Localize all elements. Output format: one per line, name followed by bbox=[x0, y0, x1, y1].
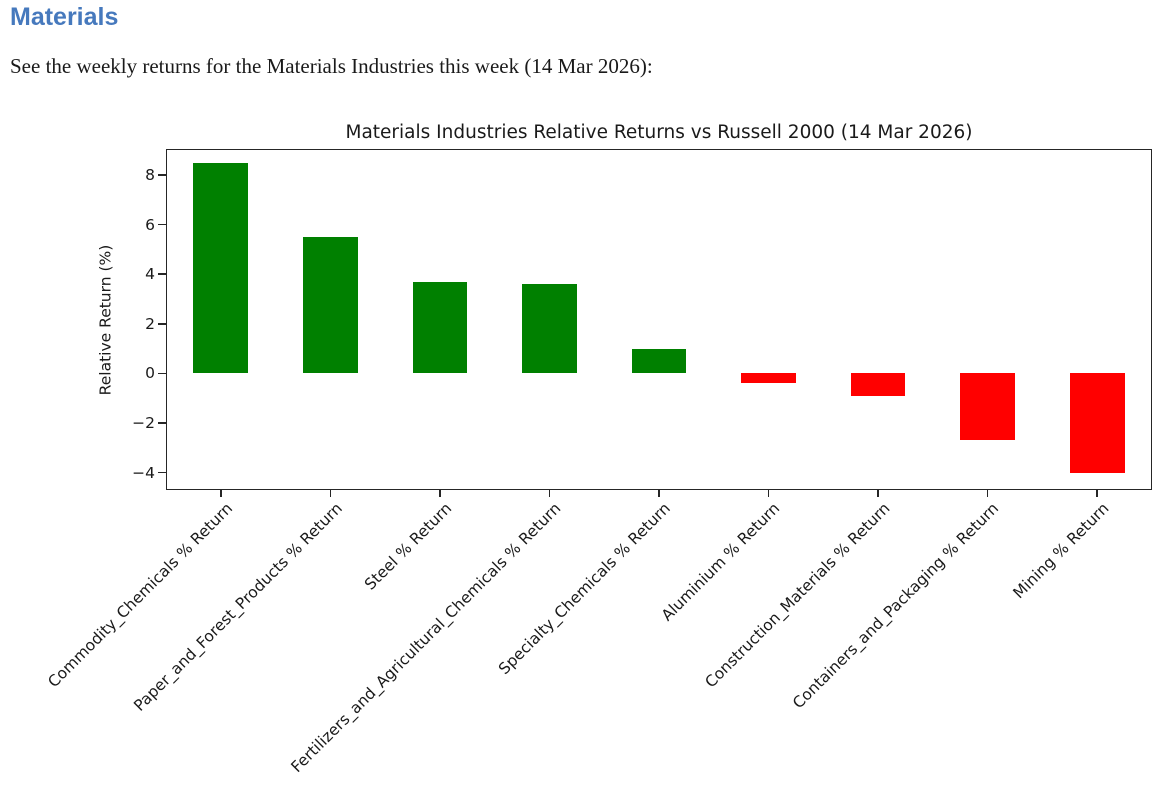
y-tick-mark bbox=[158, 273, 166, 275]
y-tick-mark bbox=[158, 223, 166, 226]
x-tick-mark bbox=[220, 490, 222, 497]
x-tick-mark bbox=[1096, 490, 1098, 497]
y-tick-mark bbox=[158, 471, 166, 474]
x-tick-label: Containers_and_Packaging % Return bbox=[789, 499, 1003, 713]
bar bbox=[302, 237, 358, 374]
x-tick-mark bbox=[439, 490, 441, 497]
bar bbox=[631, 348, 687, 374]
x-tick-mark bbox=[877, 490, 879, 497]
x-tick-label: Steel % Return bbox=[360, 499, 455, 594]
bar bbox=[960, 373, 1016, 441]
x-tick-mark bbox=[767, 490, 770, 497]
chart-title: Materials Industries Relative Returns vs… bbox=[345, 122, 973, 143]
bar bbox=[412, 281, 468, 374]
x-tick-mark bbox=[548, 490, 551, 497]
x-tick-label: Aluminium % Return bbox=[658, 499, 784, 625]
bar bbox=[850, 373, 906, 396]
bar bbox=[741, 373, 796, 384]
x-tick-mark bbox=[329, 490, 332, 497]
x-tick-label: Mining % Return bbox=[1009, 499, 1113, 603]
x-tick-label: Commodity_Chemicals % Return bbox=[44, 499, 236, 692]
y-tick-label: 0 bbox=[145, 364, 155, 383]
x-tick-mark bbox=[658, 490, 660, 497]
bar bbox=[1069, 373, 1125, 473]
x-tick-label: Construction_Materials % Return bbox=[701, 499, 894, 692]
y-tick-mark bbox=[158, 323, 166, 325]
y-tick-label: 6 bbox=[145, 215, 155, 234]
y-tick-label: −2 bbox=[132, 414, 155, 433]
bar bbox=[522, 284, 577, 374]
y-tick-mark bbox=[158, 174, 166, 176]
page-title: Materials bbox=[10, 3, 119, 31]
y-tick-label: 2 bbox=[145, 314, 155, 333]
intro-text: See the weekly returns for the Materials… bbox=[10, 54, 653, 78]
y-tick-label: −4 bbox=[132, 463, 155, 482]
x-tick-mark bbox=[986, 490, 989, 497]
y-tick-label: 8 bbox=[145, 166, 155, 185]
bar bbox=[193, 162, 249, 374]
y-tick-mark bbox=[158, 372, 166, 375]
y-tick-mark bbox=[158, 422, 166, 424]
x-tick-label: Paper_and_Forest_Products % Return bbox=[129, 499, 346, 715]
y-tick-label: 4 bbox=[145, 265, 155, 284]
